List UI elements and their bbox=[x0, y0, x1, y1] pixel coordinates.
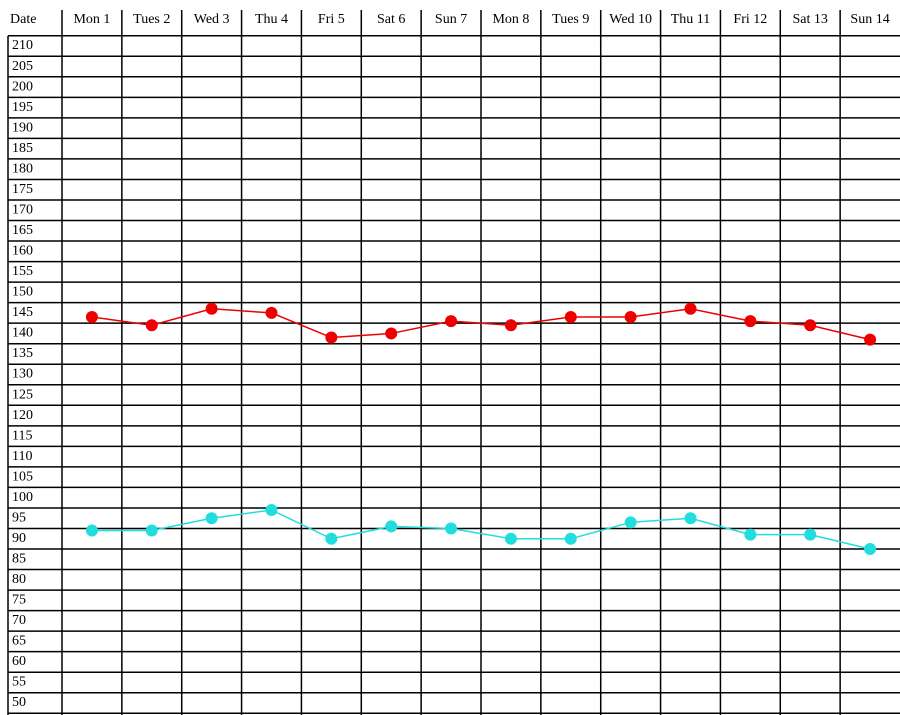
data-point bbox=[624, 516, 637, 529]
x-tick-label: Sun 14 bbox=[850, 12, 889, 27]
y-tick-label: 175 bbox=[12, 182, 33, 197]
y-tick-label: 160 bbox=[12, 244, 33, 259]
data-point bbox=[564, 532, 577, 545]
x-tick-label: Wed 3 bbox=[194, 12, 230, 27]
y-tick-label: 115 bbox=[12, 428, 32, 443]
data-point bbox=[265, 306, 278, 319]
x-tick-label: Thu 11 bbox=[671, 12, 711, 27]
y-tick-label: 145 bbox=[12, 305, 33, 320]
data-point bbox=[85, 311, 98, 324]
series-line bbox=[91, 509, 871, 550]
y-tick-label: 190 bbox=[12, 120, 33, 135]
data-point bbox=[385, 520, 398, 533]
x-tick-label: Sat 6 bbox=[377, 12, 405, 27]
x-axis-label: Date bbox=[10, 12, 36, 27]
y-tick-label: 65 bbox=[12, 634, 26, 649]
y-tick-label: 150 bbox=[12, 285, 33, 300]
y-tick-label: 165 bbox=[12, 223, 33, 238]
y-tick-label: 105 bbox=[12, 469, 33, 484]
data-point bbox=[804, 528, 817, 541]
y-tick-label: 205 bbox=[12, 59, 33, 74]
data-point bbox=[385, 327, 398, 340]
y-tick-label: 75 bbox=[12, 593, 26, 608]
data-point bbox=[445, 315, 458, 328]
y-tick-label: 210 bbox=[12, 38, 33, 53]
x-tick-label: Mon 1 bbox=[73, 12, 110, 27]
y-tick-label: 70 bbox=[12, 613, 26, 628]
y-tick-label: 110 bbox=[12, 449, 32, 464]
y-tick-label: 50 bbox=[12, 695, 26, 710]
x-tick-label: Tues 9 bbox=[552, 12, 589, 27]
data-point bbox=[684, 512, 697, 525]
x-tick-label: Mon 8 bbox=[492, 12, 529, 27]
y-tick-label: 60 bbox=[12, 654, 26, 669]
data-point bbox=[744, 315, 757, 328]
data-point bbox=[504, 319, 517, 332]
data-point bbox=[85, 524, 98, 537]
data-point bbox=[205, 512, 218, 525]
y-tick-label: 170 bbox=[12, 202, 33, 217]
y-tick-label: 200 bbox=[12, 79, 33, 94]
y-tick-label: 180 bbox=[12, 161, 33, 176]
y-tick-label: 135 bbox=[12, 346, 33, 361]
series-line bbox=[91, 308, 871, 341]
data-point bbox=[744, 528, 757, 541]
x-tick-label: Fri 12 bbox=[733, 12, 767, 27]
data-point bbox=[205, 302, 218, 315]
data-point bbox=[684, 302, 697, 315]
x-tick-label: Fri 5 bbox=[318, 12, 345, 27]
data-point bbox=[504, 532, 517, 545]
y-tick-label: 155 bbox=[12, 264, 33, 279]
data-point bbox=[864, 333, 877, 346]
data-point bbox=[145, 524, 158, 537]
data-point bbox=[325, 331, 338, 344]
y-tick-label: 100 bbox=[12, 490, 33, 505]
data-point bbox=[445, 522, 458, 535]
x-tick-label: Thu 4 bbox=[255, 12, 288, 27]
y-tick-label: 80 bbox=[12, 572, 26, 587]
y-tick-label: 125 bbox=[12, 387, 33, 402]
y-tick-label: 130 bbox=[12, 367, 33, 382]
y-tick-label: 90 bbox=[12, 531, 26, 546]
data-point bbox=[265, 504, 278, 517]
x-tick-label: Sat 13 bbox=[793, 12, 828, 27]
data-point bbox=[624, 311, 637, 324]
y-tick-label: 95 bbox=[12, 510, 26, 525]
y-tick-label: 55 bbox=[12, 675, 26, 690]
data-point bbox=[864, 543, 877, 556]
data-point bbox=[145, 319, 158, 332]
data-point bbox=[564, 311, 577, 324]
y-tick-label: 85 bbox=[12, 552, 26, 567]
y-tick-label: 185 bbox=[12, 141, 33, 156]
data-point bbox=[325, 532, 338, 545]
data-point bbox=[804, 319, 817, 332]
y-tick-label: 140 bbox=[12, 326, 33, 341]
x-tick-label: Sun 7 bbox=[435, 12, 467, 27]
x-tick-label: Tues 2 bbox=[133, 12, 170, 27]
x-tick-label: Wed 10 bbox=[609, 12, 652, 27]
y-tick-label: 120 bbox=[12, 408, 33, 423]
y-tick-label: 195 bbox=[12, 100, 33, 115]
